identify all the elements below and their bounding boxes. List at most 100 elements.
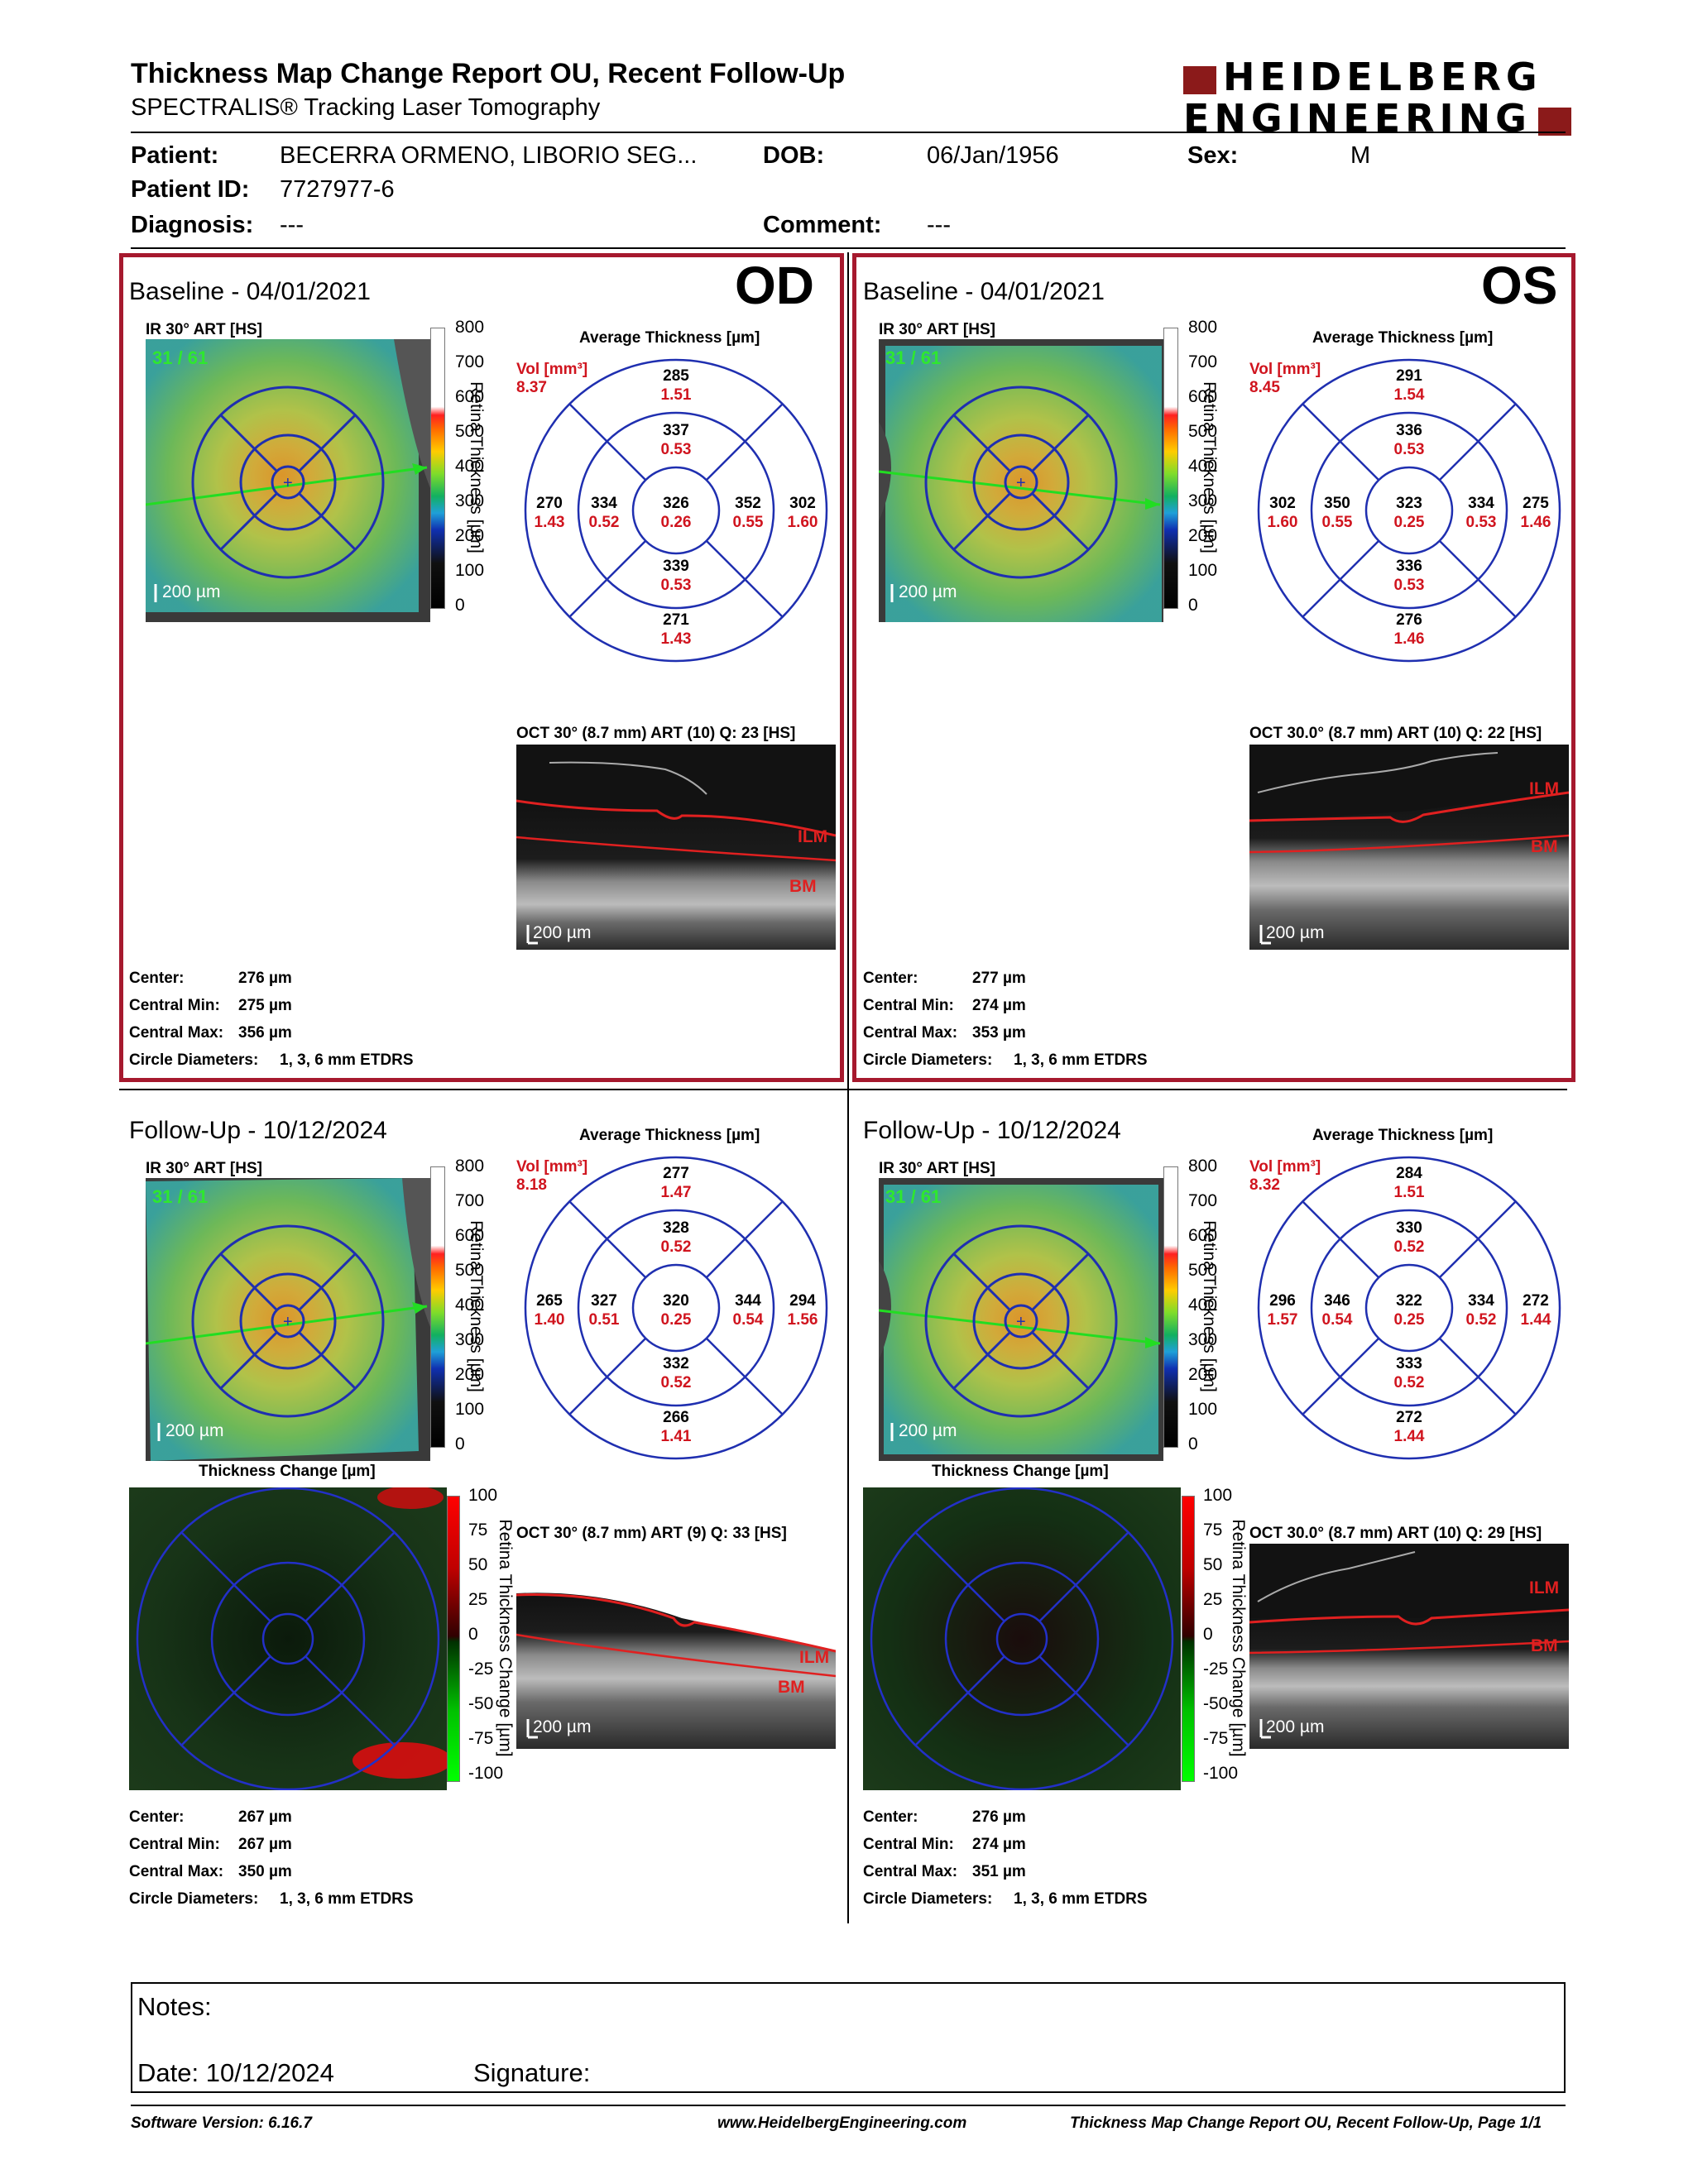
etdrs-chart-grid bbox=[1257, 1156, 1561, 1460]
bm-line bbox=[516, 1633, 836, 1678]
circle-diameters-label: Circle Diameters: bbox=[863, 1051, 993, 1069]
outer-top-thickness: 277 bbox=[663, 1165, 689, 1182]
inner-bottom-thickness: 332 bbox=[663, 1355, 689, 1372]
eye-label: OD bbox=[735, 256, 814, 315]
outer-left-volume: 1.60 bbox=[1268, 514, 1298, 531]
inner-bottom-volume: 0.52 bbox=[661, 1374, 692, 1391]
tick-label: 500 bbox=[1188, 1261, 1218, 1280]
etdrs-chart: 277 1.47 328 0.52 320 0.25 332 0.52 266 … bbox=[524, 1156, 828, 1460]
ir-scale-bar: 200 µm bbox=[162, 582, 220, 601]
header-rule bbox=[131, 132, 1566, 133]
tick-label: 800 bbox=[1188, 318, 1218, 337]
etdrs-chart-grid bbox=[1257, 358, 1561, 663]
oct-bscan: ILM BM 200 µm bbox=[516, 745, 836, 950]
website-link[interactable]: www.HeidelbergEngineering.com bbox=[717, 2115, 967, 2132]
oct-scale-bar: 200 µm bbox=[533, 1717, 591, 1736]
fovea-marker-icon: + bbox=[283, 1313, 293, 1331]
vertical-divider bbox=[847, 252, 849, 1923]
tick-label: -100 bbox=[1203, 1764, 1239, 1783]
bm-label: BM bbox=[778, 1678, 805, 1697]
bm-line bbox=[1249, 834, 1569, 854]
center-value: 276 µm bbox=[972, 1808, 1026, 1826]
inner-left-volume: 0.51 bbox=[589, 1311, 620, 1329]
central-min-value: 275 µm bbox=[238, 997, 292, 1014]
central-min-value: 267 µm bbox=[238, 1836, 292, 1853]
change-background bbox=[129, 1487, 447, 1790]
central-max-label: Central Max: bbox=[129, 1024, 224, 1042]
center-volume: 0.26 bbox=[661, 514, 692, 531]
thickness-scale-ticks: 800 700 600 500 400 300 200 100 0 bbox=[455, 318, 488, 624]
outer-right-thickness: 294 bbox=[789, 1292, 816, 1310]
thickness-overlay bbox=[146, 339, 419, 612]
center-label: Center: bbox=[129, 1808, 185, 1826]
tick-label: 800 bbox=[455, 318, 485, 337]
vitreous-membrane bbox=[549, 761, 707, 795]
inner-right-volume: 0.53 bbox=[1466, 514, 1497, 531]
outer-left-volume: 1.57 bbox=[1268, 1311, 1298, 1329]
tick-label: 200 bbox=[455, 1365, 485, 1384]
ilm-line bbox=[1249, 791, 1569, 823]
logo-line1: HEIDELBERG bbox=[1223, 55, 1542, 99]
tick-label: 25 bbox=[1203, 1590, 1223, 1609]
patient-name: BECERRA ORMENO, LIBORIO SEG... bbox=[280, 142, 698, 169]
outer-top-volume: 1.47 bbox=[661, 1184, 692, 1201]
tick-label: 700 bbox=[455, 1191, 485, 1210]
comment-value: --- bbox=[927, 212, 951, 238]
tick-label: -100 bbox=[468, 1764, 504, 1783]
outer-top-volume: 1.54 bbox=[1394, 386, 1425, 404]
patient-id-label: Patient ID: bbox=[131, 176, 250, 203]
change-scale-label: Retina Thickness Change [µm] bbox=[1229, 1519, 1248, 1757]
ilm-line bbox=[516, 799, 836, 837]
ilm-line bbox=[516, 1593, 836, 1653]
ir-counter: 31 / 61 bbox=[152, 347, 208, 368]
inner-left-thickness: 327 bbox=[591, 1292, 617, 1310]
thickness-scale-label: Retina Thickness [µm] bbox=[467, 1220, 486, 1392]
center-thickness: 323 bbox=[1396, 495, 1422, 512]
oct-label: OCT 30° (8.7 mm) ART (10) Q: 23 [HS] bbox=[516, 725, 796, 742]
circle-diameters-label: Circle Diameters: bbox=[863, 1890, 993, 1908]
outer-right-volume: 1.46 bbox=[1521, 514, 1551, 531]
fovea-marker-icon: + bbox=[1016, 1313, 1026, 1331]
vitreous-membrane bbox=[1257, 752, 1499, 793]
panel-title: Follow-Up - 10/12/2024 bbox=[863, 1117, 1121, 1144]
change-scale-ticks: 100 75 50 25 0 -25 -50 -75 -100 bbox=[468, 1486, 510, 1792]
change-scale-ticks: 100 75 50 25 0 -25 -50 -75 -100 bbox=[1203, 1486, 1244, 1792]
ir-image-label: IR 30° ART [HS] bbox=[146, 321, 262, 338]
ir-thickness-map: 31 / 61 + 200 µm bbox=[146, 339, 430, 622]
outer-bottom-volume: 1.43 bbox=[661, 630, 692, 648]
thickness-scale-label: Retina Thickness [µm] bbox=[1200, 1220, 1219, 1392]
circle-diameters-label: Circle Diameters: bbox=[129, 1890, 259, 1908]
center-value: 276 µm bbox=[238, 970, 292, 987]
inner-bottom-volume: 0.53 bbox=[1394, 577, 1425, 594]
inner-top-volume: 0.53 bbox=[1394, 441, 1425, 458]
oct-label: OCT 30.0° (8.7 mm) ART (10) Q: 29 [HS] bbox=[1249, 1525, 1542, 1542]
tick-label: 500 bbox=[455, 422, 485, 441]
thickness-scale-ticks: 800 700 600 500 400 300 200 100 0 bbox=[1188, 318, 1221, 624]
tick-label: -50 bbox=[468, 1694, 494, 1713]
ir-scale-bar: 200 µm bbox=[899, 582, 957, 601]
oct-bscan: ILM BM 200 µm bbox=[516, 1544, 836, 1749]
inner-left-volume: 0.54 bbox=[1322, 1311, 1353, 1329]
avg-thickness-title: Average Thickness [µm] bbox=[1312, 329, 1494, 347]
inner-right-thickness: 352 bbox=[735, 495, 761, 512]
inner-top-thickness: 328 bbox=[663, 1219, 689, 1237]
etdrs-grid bbox=[136, 1487, 440, 1790]
tick-label: 300 bbox=[455, 1330, 485, 1349]
sex-label: Sex: bbox=[1187, 142, 1239, 169]
central-min-label: Central Min: bbox=[129, 1836, 220, 1853]
outer-right-volume: 1.60 bbox=[788, 514, 818, 531]
page-info: Thickness Map Change Report OU, Recent F… bbox=[1070, 2115, 1542, 2132]
tick-label: 100 bbox=[455, 561, 485, 580]
avg-thickness-title: Average Thickness [µm] bbox=[579, 1127, 760, 1144]
inner-left-thickness: 346 bbox=[1324, 1292, 1350, 1310]
etdrs-grid bbox=[924, 386, 1118, 579]
center-value: 267 µm bbox=[238, 1808, 292, 1826]
panel-title: Follow-Up - 10/12/2024 bbox=[129, 1117, 387, 1144]
vol-value: 8.37 bbox=[516, 379, 547, 396]
outer-bottom-volume: 1.46 bbox=[1394, 630, 1425, 648]
tick-label: 600 bbox=[1188, 1226, 1218, 1245]
avg-thickness-title: Average Thickness [µm] bbox=[1312, 1127, 1494, 1144]
tick-label: 300 bbox=[455, 491, 485, 510]
etdrs-chart: 285 1.51 337 0.53 326 0.26 339 0.53 271 … bbox=[524, 358, 828, 663]
vol-value: 8.45 bbox=[1249, 379, 1280, 396]
